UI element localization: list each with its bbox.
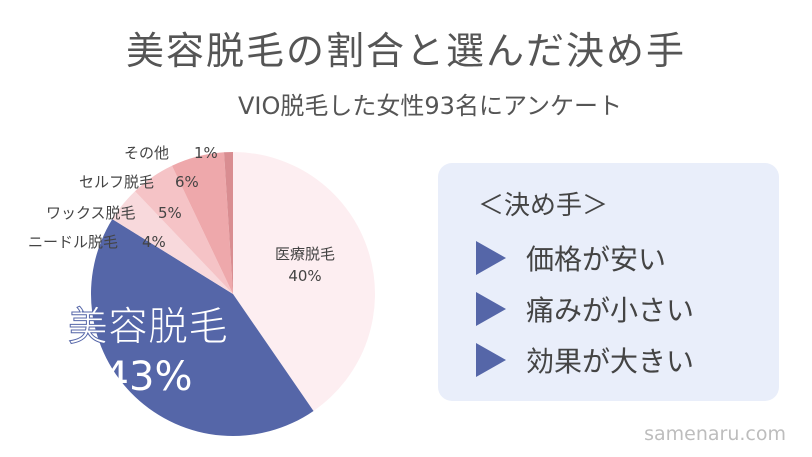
pie-slice-4 xyxy=(171,152,233,294)
label-needle-pct: 4% xyxy=(142,233,166,251)
pie-slice-5 xyxy=(223,152,233,294)
pie-slice-3 xyxy=(135,165,233,294)
pie-slices xyxy=(91,152,375,436)
reason-item: 価格が安い xyxy=(476,238,666,278)
reasons-heading: ＜決め手＞ xyxy=(478,191,609,221)
chart-title: 美容脱毛の割合と選んだ決め手 xyxy=(125,29,686,73)
pie-slice-2 xyxy=(112,191,233,294)
pie-slice-1 xyxy=(91,219,314,436)
label-wax: ワックス脱毛 xyxy=(46,204,136,222)
label-medical-pct: 40% xyxy=(288,267,321,285)
pie-slice-0 xyxy=(233,152,375,411)
reasons-panel: ＜決め手＞ 価格が安い 痛みが小さい 効果が大きい xyxy=(438,163,779,401)
label-wax-pct: 5% xyxy=(158,204,182,222)
label-self-pct: 6% xyxy=(175,173,199,191)
reason-item: 効果が大きい xyxy=(476,340,694,380)
label-medical: 医療脱毛 xyxy=(275,245,335,263)
site-watermark: samenaru.com xyxy=(644,423,786,445)
triangle-bullet-icon xyxy=(476,343,506,377)
chart-subtitle: VIO脱毛した女性93名にアンケート xyxy=(238,92,622,120)
reason-item: 痛みが小さい xyxy=(476,289,694,329)
label-other: その他 xyxy=(124,144,169,162)
triangle-bullet-icon xyxy=(476,241,506,275)
label-self: セルフ脱毛 xyxy=(79,173,154,191)
triangle-bullet-icon xyxy=(476,292,506,326)
reason-text: 価格が安い xyxy=(526,243,667,276)
label-beauty-pct: 43% xyxy=(104,354,193,400)
label-other-pct: 1% xyxy=(194,144,218,162)
label-beauty: 美容脱毛 xyxy=(68,304,228,350)
label-needle: ニードル脱毛 xyxy=(28,233,118,251)
reason-text: 効果が大きい xyxy=(526,345,695,378)
reason-text: 痛みが小さい xyxy=(526,294,695,327)
